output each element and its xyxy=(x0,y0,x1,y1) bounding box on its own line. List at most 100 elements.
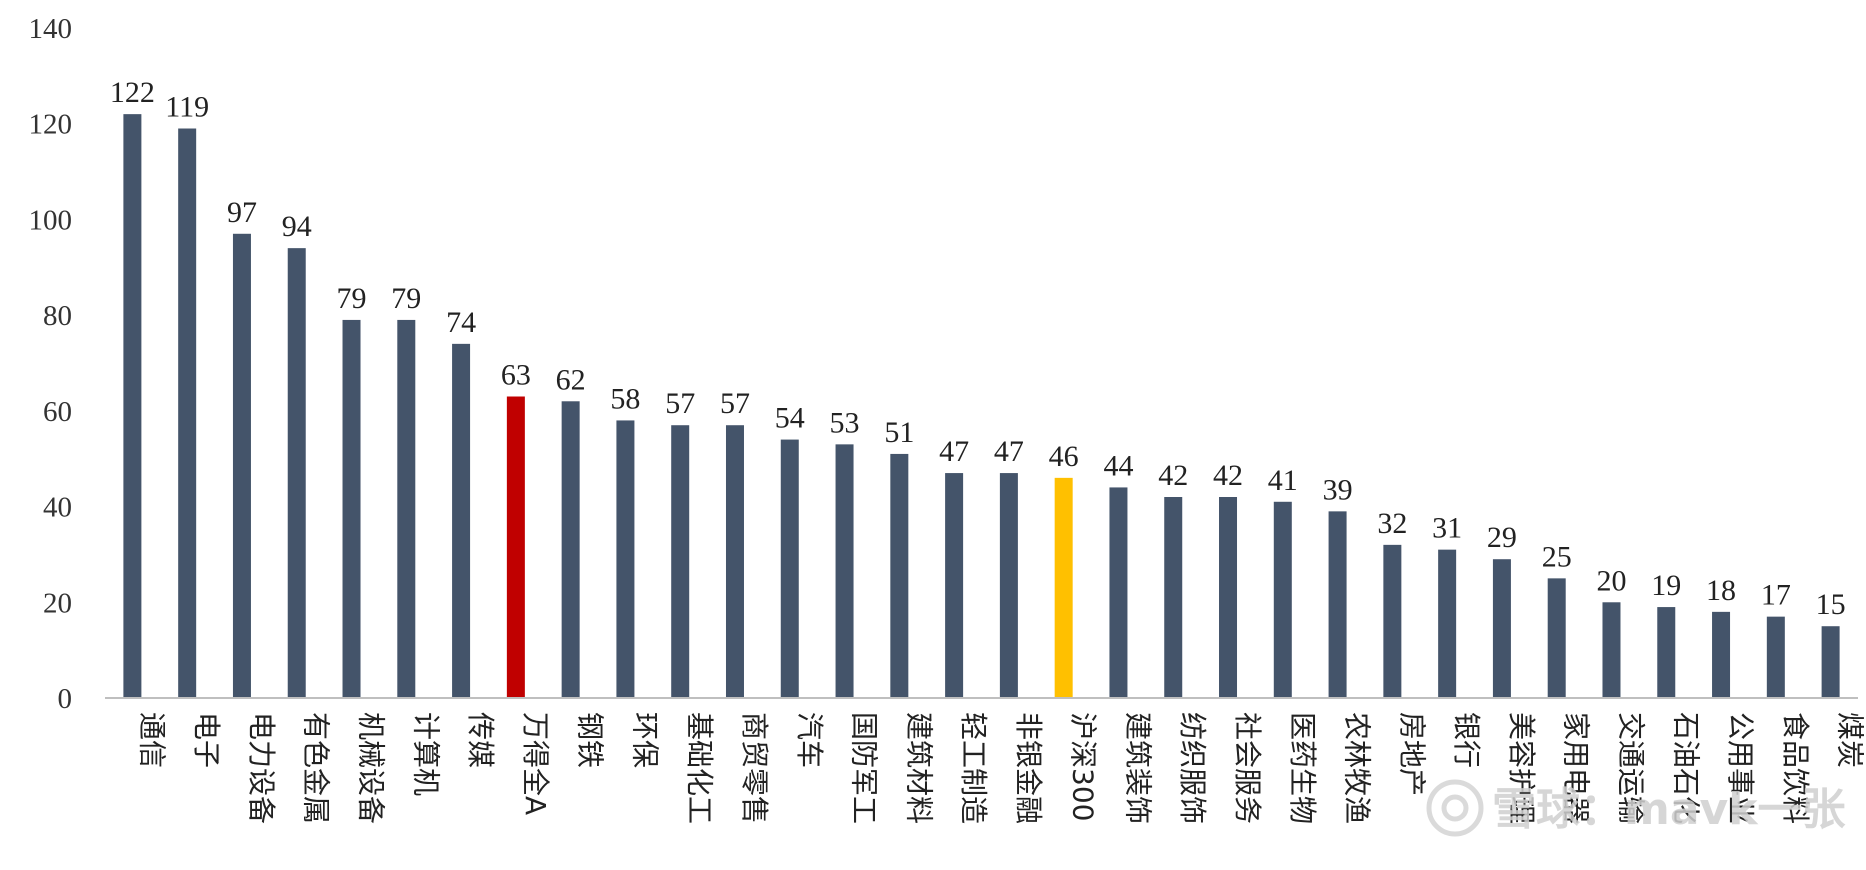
data-label: 53 xyxy=(830,406,860,439)
data-label: 79 xyxy=(337,282,367,315)
bar xyxy=(1547,578,1566,698)
data-label: 29 xyxy=(1487,521,1517,554)
data-label: 58 xyxy=(610,382,640,415)
bar xyxy=(616,420,635,698)
bars xyxy=(123,114,1840,699)
data-label: 97 xyxy=(227,196,257,229)
data-label: 122 xyxy=(110,76,155,109)
y-tick-label: 140 xyxy=(29,13,73,45)
bar xyxy=(287,248,306,698)
y-tick-label: 100 xyxy=(29,204,73,236)
data-label: 31 xyxy=(1432,512,1462,545)
data-label: 41 xyxy=(1268,464,1298,497)
data-label: 79 xyxy=(391,282,421,315)
x-tick-label: 机械设备 xyxy=(355,712,388,824)
bar xyxy=(890,453,909,698)
x-tick-label: 石油石化 xyxy=(1669,712,1702,824)
bar xyxy=(1438,549,1457,698)
x-tick-label: 纺织服饰 xyxy=(1176,712,1209,824)
data-label: 19 xyxy=(1651,569,1681,602)
bar xyxy=(1273,501,1292,698)
x-tick-label: 银行 xyxy=(1450,712,1483,768)
x-tick-label: 房地产 xyxy=(1395,712,1428,796)
bar xyxy=(397,319,416,698)
value-labels: 122 119 97 94 79 79 74 63 62 58 57 57 54 53 51 47 47 46 44… xyxy=(110,76,1846,621)
x-tick-label: 基础化工 xyxy=(683,712,716,824)
data-label: 32 xyxy=(1377,507,1407,540)
x-tick-label: 沪深300 xyxy=(1067,712,1100,821)
watermark: 雪球：mavk一张 xyxy=(1426,779,1845,837)
x-tick-label: 钢铁 xyxy=(574,712,607,768)
bar xyxy=(999,473,1018,698)
bar xyxy=(506,396,525,698)
bar xyxy=(780,439,799,698)
x-tick-label: 家用电器 xyxy=(1560,712,1593,824)
bar xyxy=(1164,497,1183,698)
x-tick-label: 食品饮料 xyxy=(1779,712,1812,824)
x-tick-label: 建筑材料 xyxy=(902,712,935,824)
data-label: 54 xyxy=(775,402,805,435)
data-label: 57 xyxy=(720,387,750,420)
data-label: 39 xyxy=(1323,473,1353,506)
x-tick-label: 环保 xyxy=(628,712,661,768)
bar xyxy=(1054,477,1073,698)
bar xyxy=(123,114,142,698)
y-tick-label: 0 xyxy=(58,683,73,715)
data-label: 42 xyxy=(1158,459,1188,492)
data-label: 46 xyxy=(1049,440,1079,473)
x-tick-label: 计算机 xyxy=(409,712,442,796)
bar xyxy=(1602,602,1621,698)
y-tick-label: 120 xyxy=(29,109,73,141)
data-label: 47 xyxy=(994,435,1024,468)
y-axis-ticks: 0 20 40 60 80 100 120 140 xyxy=(29,13,73,715)
x-tick-label: 交通运输 xyxy=(1614,712,1647,824)
data-label: 94 xyxy=(282,210,312,243)
x-tick-label: 商贸零售 xyxy=(738,712,771,824)
data-label: 20 xyxy=(1596,564,1626,597)
data-label: 62 xyxy=(556,363,586,396)
bar xyxy=(945,473,964,698)
x-tick-label: 有色金属 xyxy=(300,712,333,824)
data-label: 47 xyxy=(939,435,969,468)
data-label: 44 xyxy=(1103,449,1133,482)
bar xyxy=(1821,626,1840,698)
bar xyxy=(178,128,197,698)
data-label: 57 xyxy=(665,387,695,420)
data-label: 15 xyxy=(1816,588,1846,621)
x-tick-label: 社会服务 xyxy=(1231,712,1264,824)
bar xyxy=(1712,611,1731,698)
data-label: 119 xyxy=(165,91,209,124)
x-tick-label: 汽车 xyxy=(793,712,826,768)
bar xyxy=(342,319,361,698)
data-label: 63 xyxy=(501,359,531,392)
bar xyxy=(1328,511,1347,698)
y-tick-label: 20 xyxy=(43,587,72,619)
x-tick-label: 万得全A xyxy=(519,712,552,815)
y-tick-label: 80 xyxy=(43,300,72,332)
data-label: 17 xyxy=(1761,579,1791,612)
data-label: 25 xyxy=(1542,540,1572,573)
data-label: 74 xyxy=(446,306,476,339)
x-tick-label: 建筑装饰 xyxy=(1121,712,1154,824)
bar xyxy=(1492,559,1511,698)
watermark-text: 雪球：mavk一张 xyxy=(1492,784,1845,835)
x-tick-label: 煤炭 xyxy=(1834,712,1866,768)
category-labels: 通信 电子 电力设备 有色金属 机械设备 计算机 传媒 万得全A 钢铁 环保 基础化工 商贸零售 汽车国… xyxy=(135,712,1866,824)
x-tick-label: 美容护理 xyxy=(1505,712,1538,824)
x-tick-label: 公用事业 xyxy=(1724,712,1757,824)
bar xyxy=(1219,497,1238,698)
data-label: 42 xyxy=(1213,459,1243,492)
x-tick-label: 轻工制造 xyxy=(957,712,990,824)
x-tick-label: 农林牧渔 xyxy=(1341,712,1374,824)
x-tick-label: 电力设备 xyxy=(245,712,278,824)
y-tick-label: 40 xyxy=(43,492,72,524)
bar xyxy=(835,444,854,698)
x-tick-label: 医药生物 xyxy=(1286,712,1319,824)
data-label: 51 xyxy=(884,416,914,449)
x-tick-label: 通信 xyxy=(135,712,168,768)
y-tick-label: 60 xyxy=(43,396,72,428)
bar xyxy=(1383,544,1402,698)
bar xyxy=(561,401,580,698)
bar xyxy=(1109,487,1128,698)
bar xyxy=(1657,607,1676,698)
